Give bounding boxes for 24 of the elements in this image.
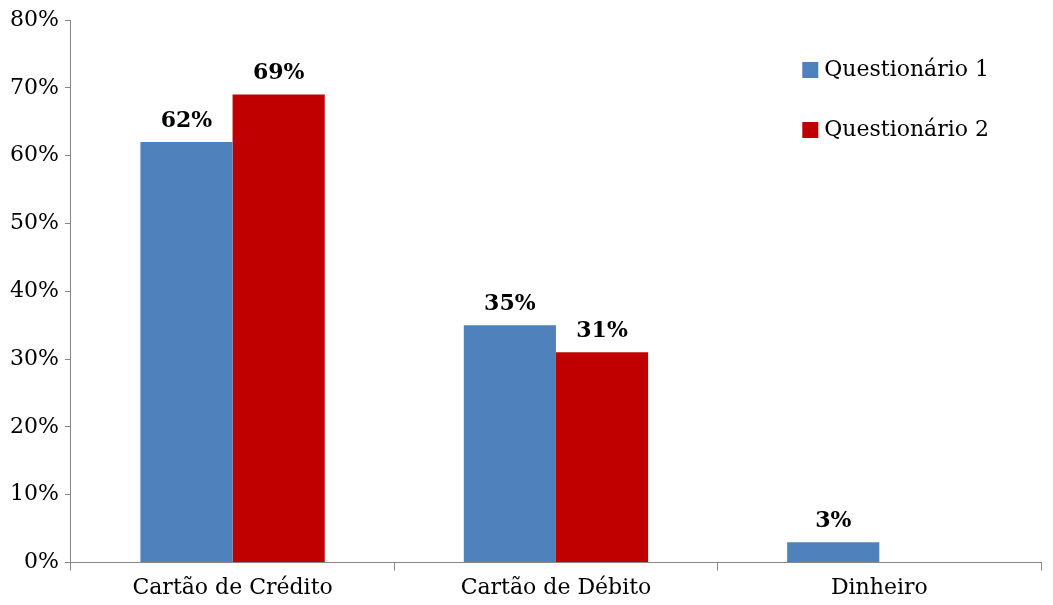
legend-label: Questionário 1: [824, 55, 990, 81]
y-tick-label: 40%: [9, 277, 59, 303]
y-tick-label: 50%: [9, 209, 59, 235]
data-label: 35%: [484, 288, 536, 315]
y-tick-label: 30%: [9, 344, 59, 370]
x-tick-label: Cartão de Débito: [460, 573, 652, 599]
data-label: 3%: [815, 505, 852, 532]
bar: [232, 94, 325, 563]
x-tick-label: Cartão de Crédito: [132, 573, 333, 599]
bar: [787, 542, 880, 563]
bar: [463, 325, 556, 563]
data-label: 69%: [252, 58, 305, 85]
y-tick-label: 10%: [9, 480, 59, 506]
y-tick-label: 80%: [9, 5, 59, 31]
y-tick-label: 70%: [9, 73, 59, 99]
legend-label: Questionário 2: [824, 115, 990, 141]
data-label: 62%: [160, 105, 213, 132]
bar: [555, 352, 649, 563]
y-tick-label: 60%: [9, 141, 59, 167]
y-tick-label: 0%: [23, 548, 59, 574]
x-tick-label: Dinheiro: [830, 573, 928, 599]
y-tick-label: 20%: [9, 412, 59, 438]
bar: [140, 142, 233, 563]
data-label: 31%: [576, 316, 628, 343]
